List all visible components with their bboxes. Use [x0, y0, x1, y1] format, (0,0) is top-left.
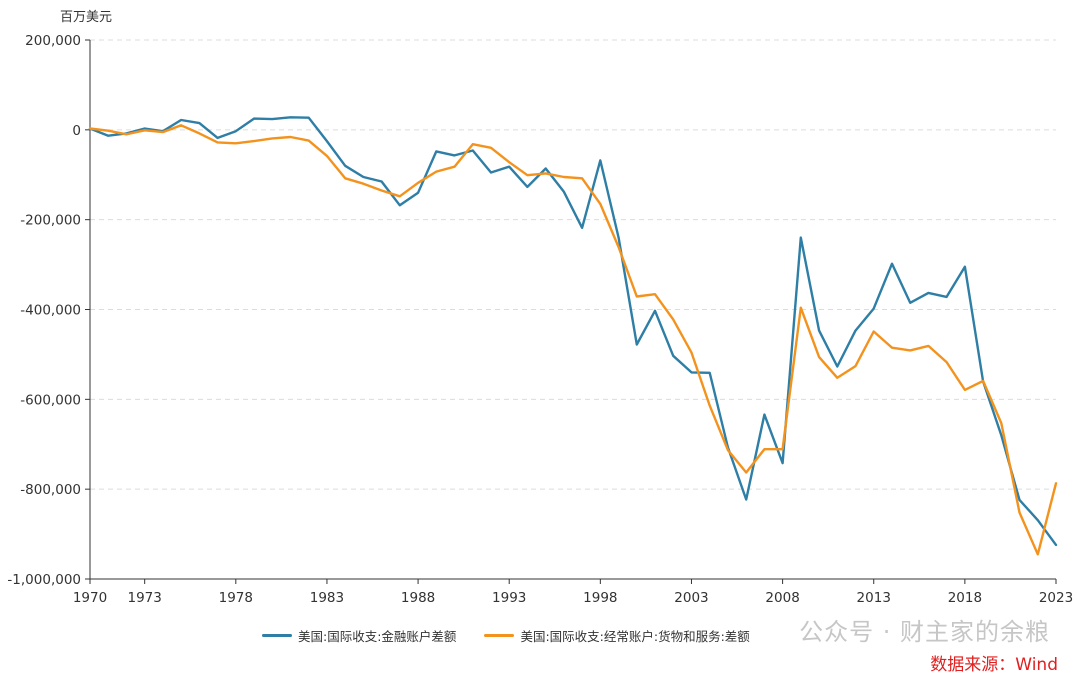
y-axis-unit-label: 百万美元 — [60, 10, 113, 25]
legend-item-financial-account[interactable]: 美国:国际收支:金融账户差额 — [262, 626, 456, 645]
y-tick-label: 200,000 — [25, 33, 81, 49]
y-tick-label: -600,000 — [20, 392, 81, 408]
legend-label-financial-account: 美国:国际收支:金融账户差额 — [298, 629, 457, 644]
legend-label-goods-services: 美国:国际收支:经常账户:货物和服务:差额 — [520, 629, 750, 644]
y-tick-label: 0 — [72, 123, 81, 139]
x-tick-label: 1983 — [310, 590, 344, 606]
y-tick-label: -200,000 — [20, 213, 81, 229]
x-tick-label: 2003 — [674, 590, 708, 606]
x-tick-label: 1988 — [401, 590, 435, 606]
series-line-0 — [88, 116, 1058, 547]
x-tick-label: 2013 — [857, 590, 891, 606]
x-tick-label: 1993 — [492, 590, 526, 606]
x-tick-label: 1978 — [219, 590, 253, 606]
y-tick-label: -400,000 — [20, 303, 81, 319]
watermark: 公众号 · 财主家的余粮 — [799, 618, 1050, 646]
x-tick-label: 2018 — [948, 590, 982, 606]
source-note: 数据来源：Wind — [930, 655, 1058, 675]
legend-item-goods-services[interactable]: 美国:国际收支:经常账户:货物和服务:差额 — [484, 626, 750, 645]
legend-swatch-financial-account — [262, 634, 292, 637]
legend-swatch-goods-services — [484, 634, 515, 637]
x-tick-label: 2023 — [1039, 590, 1073, 606]
x-tick-label: 1970 — [73, 590, 107, 606]
x-tick-label: 1998 — [583, 590, 617, 606]
series-line-1 — [88, 124, 1058, 556]
y-tick-label: -1,000,000 — [7, 572, 81, 588]
x-tick-label: 2008 — [765, 590, 799, 606]
legend: 美国:国际收支:金融账户差额 美国:国际收支:经常账户:货物和服务:差额 — [262, 626, 750, 645]
y-tick-label: -800,000 — [20, 482, 81, 498]
x-tick-label: 1973 — [127, 590, 161, 606]
